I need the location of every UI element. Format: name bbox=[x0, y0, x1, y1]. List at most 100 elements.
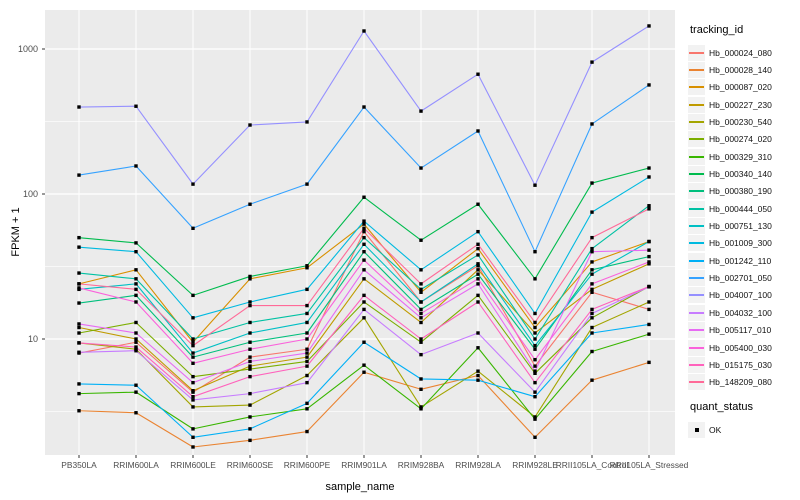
x-tick-label-RRII105LA_Control: RRII105LA_Control bbox=[555, 460, 629, 470]
legend-item-Hb_000340_140: Hb_000340_140 bbox=[688, 165, 800, 183]
legend-item-Hb_002701_050: Hb_002701_050 bbox=[688, 269, 800, 287]
data-point bbox=[533, 250, 537, 254]
legend-item-Hb_000028_140: Hb_000028_140 bbox=[688, 61, 800, 79]
data-point bbox=[647, 260, 651, 264]
data-point bbox=[419, 238, 423, 242]
data-point bbox=[476, 272, 480, 276]
legend-item-Hb_001242_110: Hb_001242_110 bbox=[688, 252, 800, 269]
data-point bbox=[362, 258, 366, 262]
x-tick-label-RRIM928LA: RRIM928LA bbox=[455, 460, 501, 470]
data-point bbox=[590, 210, 594, 214]
legend-key-swatch bbox=[688, 374, 705, 391]
legend-key-swatch bbox=[688, 322, 705, 339]
legend-label: Hb_000340_140 bbox=[709, 169, 772, 180]
data-point bbox=[533, 417, 537, 421]
legend-item-Hb_000751_130: Hb_000751_130 bbox=[688, 217, 800, 235]
data-point bbox=[419, 405, 423, 409]
data-point bbox=[533, 380, 537, 385]
y-tick-label-1000: 1000 bbox=[17, 44, 38, 54]
data-point bbox=[590, 250, 594, 254]
data-point bbox=[362, 105, 366, 109]
data-point bbox=[305, 380, 309, 385]
data-point bbox=[419, 287, 423, 292]
data-point bbox=[476, 264, 480, 268]
data-point bbox=[134, 282, 138, 286]
data-point bbox=[590, 122, 594, 126]
legend-title-tracking-id: tracking_id bbox=[690, 24, 744, 36]
data-point bbox=[248, 367, 252, 371]
series-color-line-icon bbox=[689, 277, 704, 280]
data-point bbox=[647, 284, 651, 289]
data-point bbox=[248, 359, 252, 364]
data-point bbox=[191, 388, 195, 393]
data-point bbox=[419, 109, 423, 113]
data-point bbox=[191, 398, 195, 402]
data-point bbox=[134, 164, 138, 168]
data-point bbox=[305, 355, 309, 359]
quant-status-key bbox=[688, 421, 705, 438]
legend-key-swatch bbox=[688, 235, 705, 252]
data-point bbox=[134, 300, 138, 304]
y-tick-label-10: 10 bbox=[27, 334, 38, 344]
data-point bbox=[476, 229, 480, 234]
data-point bbox=[248, 364, 252, 368]
data-point bbox=[248, 347, 252, 351]
data-point bbox=[533, 395, 537, 399]
legend-item-Hb_000274_020: Hb_000274_020 bbox=[688, 131, 800, 148]
data-point bbox=[305, 407, 309, 411]
data-point bbox=[476, 277, 480, 281]
data-point bbox=[590, 272, 594, 276]
data-point bbox=[590, 235, 594, 240]
data-point bbox=[134, 287, 138, 292]
data-point bbox=[134, 390, 138, 394]
data-point bbox=[134, 277, 138, 281]
data-point bbox=[305, 351, 309, 355]
series-color-line-icon bbox=[689, 51, 704, 54]
x-tick-label-RRIM901LA: RRIM901LA bbox=[341, 460, 387, 470]
data-point bbox=[647, 360, 651, 365]
data-point bbox=[248, 374, 252, 379]
data-point bbox=[362, 370, 366, 374]
data-point bbox=[77, 245, 81, 249]
series-color-line-icon bbox=[689, 346, 704, 349]
data-point bbox=[419, 166, 423, 170]
data-point bbox=[476, 262, 480, 266]
data-point bbox=[647, 204, 651, 208]
x-tick-label-RRIM600LE: RRIM600LE bbox=[170, 460, 216, 470]
x-axis-title: sample_name bbox=[325, 481, 395, 493]
data-point bbox=[305, 401, 309, 406]
data-point bbox=[362, 242, 366, 246]
data-point bbox=[362, 307, 366, 312]
data-point bbox=[476, 331, 480, 335]
data-point bbox=[476, 129, 480, 133]
data-point bbox=[305, 266, 309, 270]
data-point bbox=[590, 349, 594, 354]
data-point bbox=[77, 331, 81, 335]
legend-item-Hb_000230_540: Hb_000230_540 bbox=[688, 113, 800, 131]
data-point bbox=[476, 293, 480, 298]
data-point bbox=[476, 369, 480, 373]
data-point bbox=[191, 316, 195, 320]
data-point bbox=[590, 287, 594, 292]
data-point bbox=[77, 350, 81, 354]
data-point bbox=[77, 409, 81, 413]
data-point bbox=[647, 207, 651, 211]
legend-label: Hb_148209_080 bbox=[709, 377, 772, 388]
data-point bbox=[419, 316, 423, 320]
data-point bbox=[77, 382, 81, 386]
data-point bbox=[134, 337, 138, 341]
legend-key-swatch bbox=[688, 200, 705, 217]
data-point bbox=[305, 311, 309, 316]
x-tick-label-RRII105LA_Stressed: RRII105LA_Stressed bbox=[609, 460, 689, 470]
data-point bbox=[305, 287, 309, 292]
data-point bbox=[134, 250, 138, 254]
legend-label: Hb_004007_100 bbox=[709, 290, 772, 301]
series-color-line-icon bbox=[689, 190, 704, 193]
data-point bbox=[305, 359, 309, 364]
data-point bbox=[647, 166, 651, 170]
data-point bbox=[476, 373, 480, 378]
data-point bbox=[191, 293, 195, 298]
data-point bbox=[590, 260, 594, 264]
legend-label: Hb_002701_050 bbox=[709, 273, 772, 284]
legend-label: Hb_015175_030 bbox=[709, 359, 772, 370]
